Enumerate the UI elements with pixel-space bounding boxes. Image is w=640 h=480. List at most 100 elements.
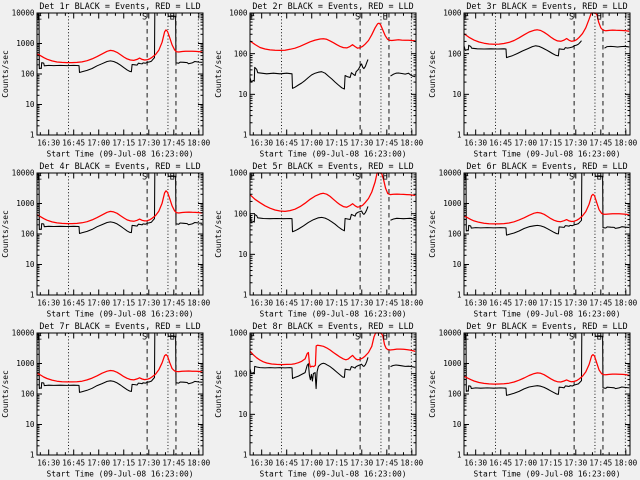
svg-text:100: 100 [21, 390, 35, 399]
svg-text:18:00: 18:00 [401, 298, 424, 307]
svg-text:16:45: 16:45 [489, 298, 512, 307]
series-events-line [463, 40, 629, 59]
series-events-line [463, 332, 629, 396]
tick-labels: 16:30 16:45 17:00 17:15 17:30 17:45 18:00 1 10 10… [438, 169, 637, 308]
svg-text:1000: 1000 [443, 359, 462, 368]
svg-text:1: 1 [457, 131, 462, 140]
series-lines [249, 332, 416, 390]
axes [250, 172, 417, 296]
series-lld-line [36, 190, 203, 225]
svg-text:1: 1 [30, 291, 35, 300]
svg-text:16:45: 16:45 [489, 138, 512, 147]
svg-text:17:30: 17:30 [137, 298, 160, 307]
svg-text:18:00: 18:00 [187, 138, 210, 147]
svg-text:1: 1 [457, 451, 462, 460]
panel-det-2r: Det 2r BLACK = Events, RED = LLD 16:30 16:… [213, 0, 426, 160]
reference-lines [68, 333, 199, 455]
svg-text:10000: 10000 [438, 329, 461, 338]
svg-text:1: 1 [30, 451, 35, 460]
svg-text:17:30: 17:30 [137, 458, 160, 467]
series-events-line [249, 357, 416, 390]
svg-text:16:30: 16:30 [37, 138, 60, 147]
svg-text:10000: 10000 [12, 9, 35, 18]
svg-text:E: E [596, 333, 601, 343]
axes [250, 12, 417, 136]
svg-text:1: 1 [243, 291, 248, 300]
svg-text:16:45: 16:45 [276, 138, 299, 147]
series-lines [249, 172, 416, 233]
svg-text:10000: 10000 [12, 169, 35, 178]
svg-text:E: E [464, 333, 469, 343]
svg-text:E: E [37, 333, 42, 343]
svg-text:Det 6r BLACK = Events, RED = L: Det 6r BLACK = Events, RED = LLD [466, 161, 627, 171]
series-lld-line [36, 29, 203, 64]
svg-text:S: S [355, 173, 360, 183]
svg-text:100: 100 [447, 49, 461, 58]
plot-frame [249, 172, 417, 296]
plot-title: Det 1r BLACK = Events, RED = LLD [39, 1, 200, 11]
svg-text:18:00: 18:00 [614, 458, 637, 467]
tick-labels: 16:30 16:45 17:00 17:15 17:30 17:45 18:00 1 10 10… [12, 329, 211, 468]
svg-text:1: 1 [243, 451, 248, 460]
svg-text:17:00: 17:00 [514, 138, 537, 147]
svg-text:16:30: 16:30 [464, 138, 487, 147]
series-lines [463, 12, 629, 59]
svg-text:17:45: 17:45 [589, 298, 612, 307]
svg-text:1: 1 [457, 291, 462, 300]
svg-text:E: E [596, 13, 601, 23]
svg-text:17:00: 17:00 [301, 138, 324, 147]
reference-lines [494, 13, 626, 135]
svg-text:16:30: 16:30 [251, 458, 274, 467]
svg-text:17:15: 17:15 [326, 458, 349, 467]
svg-text:Det 8r BLACK = Events, RED = L: Det 8r BLACK = Events, RED = LLD [253, 321, 414, 331]
svg-text:17:45: 17:45 [376, 298, 399, 307]
reference-lines [281, 13, 413, 135]
reference-lines [281, 173, 413, 295]
svg-text:16:30: 16:30 [37, 298, 60, 307]
svg-text:17:00: 17:00 [87, 138, 110, 147]
series-events-line [249, 59, 416, 90]
svg-text:S: S [142, 13, 147, 23]
svg-text:16:45: 16:45 [276, 458, 299, 467]
svg-text:17:15: 17:15 [326, 298, 349, 307]
panel-det-9r: Det 9r BLACK = Events, RED = LLD 16:30 16:… [427, 320, 640, 480]
svg-text:S: S [569, 173, 574, 183]
svg-text:Det 1r BLACK = Events, RED = L: Det 1r BLACK = Events, RED = LLD [39, 1, 200, 11]
series-events-line [463, 172, 629, 236]
reference-lines [68, 173, 199, 295]
svg-text:10: 10 [452, 90, 462, 99]
axes [463, 172, 630, 296]
svg-text:17:30: 17:30 [137, 138, 160, 147]
series-lld-line [463, 193, 629, 225]
axes [463, 12, 630, 136]
reference-lines [494, 333, 626, 455]
svg-text:17:15: 17:15 [112, 138, 135, 147]
svg-text:1: 1 [243, 131, 248, 140]
panel-det-3r: Det 3r BLACK = Events, RED = LLD 16:30 16:… [427, 0, 640, 160]
svg-text:17:00: 17:00 [87, 458, 110, 467]
svg-text:17:00: 17:00 [301, 298, 324, 307]
svg-text:17:15: 17:15 [539, 298, 562, 307]
series-lld-line [249, 332, 416, 368]
svg-text:17:45: 17:45 [162, 138, 185, 147]
reference-lines [68, 13, 199, 135]
tick-labels: 16:30 16:45 17:00 17:15 17:30 17:45 18:00 1 10 10… [12, 9, 211, 148]
axis-titles: Start Time (09-Jul-08 16:23:00) Counts/se… [428, 370, 620, 478]
svg-text:17:00: 17:00 [301, 458, 324, 467]
svg-text:E: E [383, 173, 388, 183]
svg-text:S: S [569, 333, 574, 343]
panel-det-4r: Det 4r BLACK = Events, RED = LLD 16:30 16:… [0, 160, 213, 320]
panel-det-7r: Det 7r BLACK = Events, RED = LLD 16:30 16:… [0, 320, 213, 480]
svg-text:18:00: 18:00 [614, 138, 637, 147]
svg-text:10: 10 [239, 90, 249, 99]
plot-frame [36, 172, 204, 296]
axis-titles: Start Time (09-Jul-08 16:23:00) Counts/se… [214, 370, 406, 478]
svg-text:1000: 1000 [443, 199, 462, 208]
